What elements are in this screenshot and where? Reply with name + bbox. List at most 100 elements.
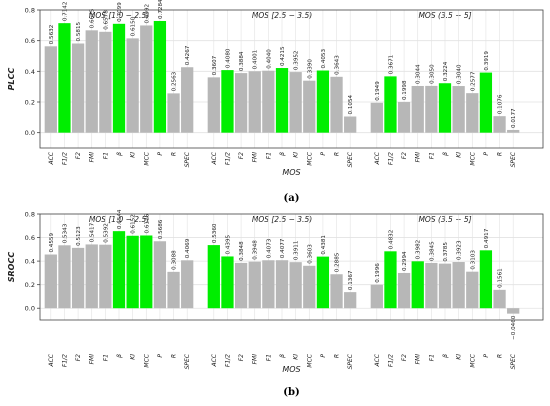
x-axis-label: MOS: [282, 365, 300, 374]
data-label: 0.5360: [212, 223, 218, 243]
bar: [85, 30, 98, 133]
y-tick-label: 0.2: [25, 99, 35, 107]
bar: [344, 116, 357, 133]
data-label: 0.3224: [443, 61, 449, 81]
data-label: 0.1076: [498, 94, 504, 114]
x-tick-label: ACC: [48, 353, 55, 367]
x-tick-label: F1: [428, 354, 435, 361]
x-tick-label: P: [483, 354, 490, 358]
x-tick-label: R: [171, 152, 178, 156]
x-tick-label: F2: [238, 354, 245, 361]
bar: [411, 261, 424, 309]
bar: [44, 46, 57, 133]
bar: [221, 256, 234, 309]
x-tick-label: FMI: [89, 354, 96, 365]
y-tick-label: 0.6: [25, 37, 35, 45]
bar: [58, 245, 71, 309]
data-label: 0.3103: [470, 250, 476, 270]
x-tick-label: F2: [401, 354, 408, 361]
bar: [167, 93, 180, 133]
bar: [316, 256, 330, 309]
data-label: 0.3948: [253, 240, 259, 260]
x-tick-label: F2: [75, 354, 82, 361]
y-tick-label: 0.8: [25, 7, 35, 15]
x-tick-label: P: [483, 152, 490, 156]
bar: [262, 260, 275, 309]
data-label: 0.2577: [470, 71, 476, 91]
data-label: 0.6176: [144, 213, 150, 233]
x-tick-label: KI: [456, 152, 463, 158]
data-label: 0.1996: [375, 263, 381, 283]
y-tick-label: 0.6: [25, 234, 35, 242]
bar: [452, 86, 465, 133]
bar: [140, 25, 153, 133]
bar: [397, 102, 411, 133]
x-tick-label: MCC: [469, 353, 476, 367]
data-label: 0.1561: [498, 268, 504, 288]
x-tick-label: R: [334, 354, 341, 358]
bar: [275, 68, 289, 133]
bar: [207, 245, 220, 309]
x-tick-label: β: [442, 152, 449, 156]
x-tick-label: β: [279, 152, 286, 156]
bar: [221, 70, 234, 133]
data-label: −0.0460: [511, 315, 517, 340]
bar: [112, 23, 126, 133]
data-label: 0.1367: [348, 270, 354, 290]
data-label: 0.0177: [511, 108, 517, 128]
bar: [303, 80, 316, 133]
x-tick-label: F2: [238, 152, 245, 159]
bar: [425, 262, 438, 309]
bar: [384, 76, 397, 133]
data-label: 0.6992: [144, 4, 150, 24]
x-tick-label: β: [442, 354, 449, 358]
bar: [112, 231, 126, 309]
x-tick-label: R: [497, 354, 504, 358]
x-tick-label: P: [320, 354, 327, 358]
x-tick-label: KI: [130, 152, 137, 158]
x-tick-label: R: [334, 152, 341, 156]
x-tick-label: MCC: [143, 353, 150, 367]
data-label: 0.3952: [294, 50, 300, 70]
bar: [370, 102, 383, 133]
x-tick-label: SPEC: [347, 151, 354, 167]
data-label: 0.3911: [294, 240, 300, 260]
x-tick-label: F1: [102, 354, 109, 361]
x-tick-label: KI: [293, 152, 300, 158]
x-tick-label: FMI: [252, 152, 259, 163]
bar: [234, 73, 248, 133]
bar: [303, 265, 316, 309]
bar: [507, 308, 520, 314]
y-tick-label: 0.0: [25, 305, 35, 313]
x-tick-label: F1: [102, 152, 109, 159]
data-label: 0.4381: [321, 235, 327, 255]
x-tick-label: β: [116, 354, 123, 358]
y-tick-label: 0.8: [25, 211, 35, 219]
bar: [167, 271, 180, 309]
y-axis-label: PLCC: [7, 68, 16, 91]
x-tick-label: KI: [130, 354, 137, 360]
data-label: 0.7142: [62, 2, 68, 22]
x-tick-label: ACC: [374, 353, 381, 367]
bar: [58, 23, 71, 133]
x-tick-label: ACC: [211, 151, 218, 165]
data-label: 0.4559: [49, 233, 55, 253]
x-tick-label: MCC: [306, 151, 313, 165]
bar: [248, 261, 261, 309]
data-label: 0.6150: [131, 16, 137, 36]
x-tick-label: R: [171, 354, 178, 358]
data-label: 0.3848: [239, 241, 245, 261]
x-tick-label: MCC: [469, 151, 476, 165]
data-label: 0.3088: [172, 250, 178, 270]
data-label: 0.3845: [429, 241, 435, 261]
data-label: 0.3643: [335, 55, 341, 75]
data-label: 0.3603: [307, 244, 313, 264]
data-label: 0.6578: [103, 10, 109, 30]
x-tick-label: P: [320, 152, 327, 156]
data-label: 0.2885: [335, 252, 341, 272]
data-label: 0.3050: [429, 64, 435, 84]
bar: [452, 262, 465, 309]
x-tick-label: ACC: [211, 353, 218, 367]
bar: [289, 262, 302, 309]
x-tick-label: F1: [265, 354, 272, 361]
